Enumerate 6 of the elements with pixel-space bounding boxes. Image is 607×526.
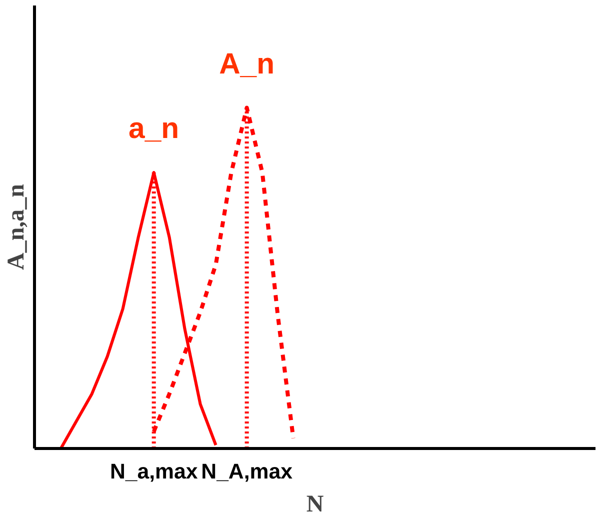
y-axis-title: A_n,a_n [4,184,30,270]
x-tick-label: N_A,max [201,460,293,484]
x-tick-label: N_a,max [110,460,198,484]
series-label: A_n [219,47,275,80]
x-axis-title: N [306,492,324,518]
series-label: a_n [128,112,180,146]
